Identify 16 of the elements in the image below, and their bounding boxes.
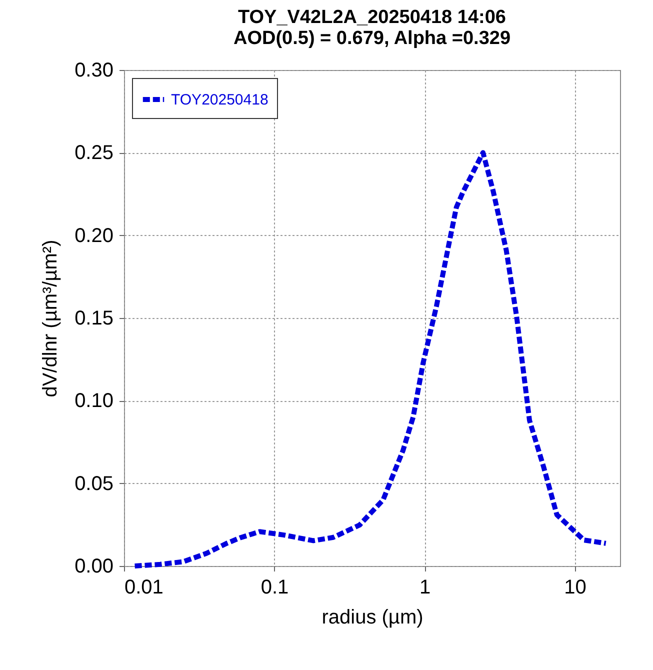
x-tick-label: 0.01	[124, 576, 164, 598]
y-tick-label: 0.10	[74, 390, 114, 412]
x-tick-label: 0.1	[260, 576, 289, 598]
x-tick-label: 1	[419, 576, 431, 598]
x-axis-title: radius (µm)	[322, 606, 424, 628]
y-tick-label: 0.00	[74, 556, 114, 578]
y-axis-title: dV/dlnr (µm³/µm²)	[40, 240, 62, 398]
legend-label: TOY20250418	[171, 92, 268, 108]
y-tick-label: 0.30	[74, 60, 114, 82]
x-tick-label: 10	[564, 576, 586, 598]
y-tick-label: 0.05	[74, 472, 114, 495]
chart-subtitle: AOD(0.5) = 0.679, Alpha =0.329	[233, 28, 511, 49]
chart-title: TOY_V42L2A_20250418 14:06	[238, 7, 506, 28]
y-tick-label: 0.20	[74, 224, 114, 247]
y-tick-label: 0.25	[74, 142, 114, 164]
y-tick-label: 0.15	[74, 308, 114, 330]
